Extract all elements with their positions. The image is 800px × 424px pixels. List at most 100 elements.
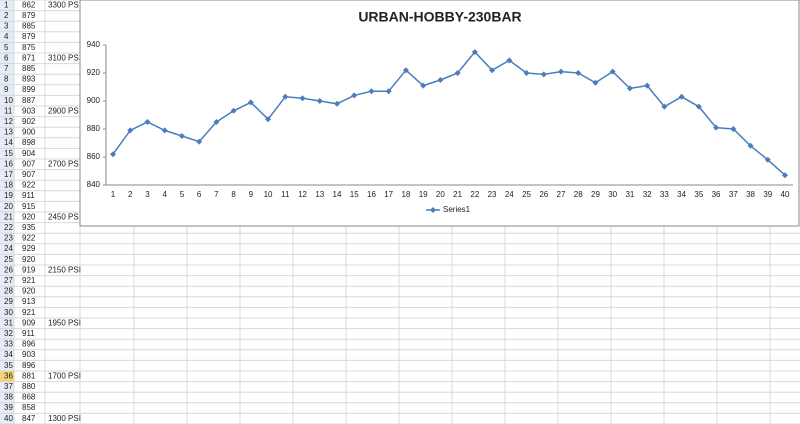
x-tick-label: 31 — [625, 190, 634, 199]
x-tick-label: 7 — [214, 190, 219, 199]
marker — [213, 119, 220, 125]
cell-label: 2450 PSI — [48, 212, 81, 221]
marker — [454, 70, 461, 76]
x-tick-label: 8 — [231, 190, 236, 199]
row-number: 15 — [4, 149, 13, 158]
y-tick-label: 920 — [87, 68, 101, 77]
legend-label: Series1 — [443, 205, 471, 214]
row-number: 40 — [4, 414, 13, 423]
marker — [678, 93, 685, 100]
row-number: 38 — [4, 393, 13, 402]
x-tick-label: 10 — [264, 190, 273, 199]
cell-label: 2700 PSI — [48, 159, 81, 168]
cell-label: 1700 PSI — [48, 371, 81, 380]
marker — [196, 138, 203, 145]
row-number: 39 — [4, 403, 13, 412]
x-tick-label: 28 — [574, 190, 583, 199]
x-tick-label: 14 — [333, 190, 342, 199]
cell-value: 911 — [22, 191, 35, 200]
marker — [695, 103, 702, 110]
marker — [247, 99, 254, 106]
row-number: 35 — [4, 361, 13, 370]
cell-label: 3300 PSI — [48, 0, 81, 9]
x-tick-label: 25 — [522, 190, 531, 199]
x-tick-label: 16 — [367, 190, 376, 199]
row-number: 16 — [4, 159, 13, 168]
row-number: 25 — [4, 255, 13, 264]
cell-value: 893 — [22, 75, 36, 84]
marker — [402, 67, 409, 74]
cell-value: 898 — [22, 138, 36, 147]
marker — [592, 79, 599, 86]
x-tick-label: 18 — [401, 190, 410, 199]
cell-value: 858 — [22, 403, 36, 412]
row-number: 12 — [4, 117, 13, 126]
marker — [713, 124, 720, 131]
row-number: 6 — [4, 53, 9, 62]
cell-value: 896 — [22, 340, 36, 349]
x-tick-label: 5 — [180, 190, 185, 199]
x-tick-label: 36 — [712, 190, 721, 199]
cell-label: 2150 PSI — [48, 265, 81, 274]
marker — [506, 57, 513, 64]
cell-value: 885 — [22, 22, 36, 31]
y-tick-label: 840 — [87, 180, 101, 189]
row-number: 33 — [4, 340, 13, 349]
row-number: 3 — [4, 22, 9, 31]
cell-value: 920 — [22, 212, 36, 221]
cell-value: 915 — [22, 202, 36, 211]
row-number: 7 — [4, 64, 9, 73]
row-number: 32 — [4, 329, 13, 338]
x-tick-label: 21 — [453, 190, 462, 199]
active-row-header — [0, 371, 14, 382]
cell-value: 922 — [22, 181, 36, 190]
x-tick-label: 17 — [384, 190, 393, 199]
row-number: 13 — [4, 128, 13, 137]
row-number: 29 — [4, 297, 13, 306]
marker — [385, 88, 392, 95]
cell-value: 900 — [22, 128, 36, 137]
marker — [747, 142, 754, 149]
cell-value: 881 — [22, 371, 36, 380]
cell-value: 879 — [22, 11, 36, 20]
cell-value: 896 — [22, 361, 36, 370]
cell-label: 1300 PSI — [48, 414, 81, 423]
cell-value: 909 — [22, 318, 36, 327]
marker — [299, 95, 306, 102]
cell-value: 879 — [22, 32, 36, 41]
x-tick-label: 30 — [608, 190, 617, 199]
row-number: 36 — [4, 371, 13, 380]
marker — [782, 172, 788, 179]
row-number: 10 — [4, 96, 13, 105]
cell-value: 921 — [22, 276, 36, 285]
cell-value: 902 — [22, 117, 36, 126]
row-number: 34 — [4, 350, 13, 359]
x-tick-label: 37 — [729, 190, 738, 199]
x-tick-label: 12 — [298, 190, 307, 199]
row-number: 19 — [4, 191, 13, 200]
marker — [265, 116, 272, 123]
x-tick-label: 22 — [470, 190, 479, 199]
x-tick-label: 23 — [488, 190, 497, 199]
marker — [730, 126, 737, 132]
chart-title: URBAN-HOBBY-230BAR — [358, 9, 521, 25]
marker — [523, 70, 530, 76]
cell-value: 935 — [22, 223, 36, 232]
row-number: 1 — [4, 0, 9, 9]
x-tick-label: 4 — [162, 190, 167, 199]
x-tick-label: 34 — [677, 190, 686, 199]
x-tick-label: 11 — [281, 190, 290, 199]
x-tick-label: 33 — [660, 190, 669, 199]
y-tick-label: 860 — [87, 152, 101, 161]
legend-marker — [430, 207, 436, 213]
marker — [282, 93, 289, 100]
row-number: 28 — [4, 287, 13, 296]
marker — [316, 98, 323, 104]
row-number: 18 — [4, 181, 13, 190]
x-tick-label: 3 — [145, 190, 150, 199]
y-tick-label: 880 — [87, 124, 101, 133]
row-number: 17 — [4, 170, 13, 179]
x-tick-label: 1 — [111, 190, 116, 199]
marker — [144, 119, 151, 125]
